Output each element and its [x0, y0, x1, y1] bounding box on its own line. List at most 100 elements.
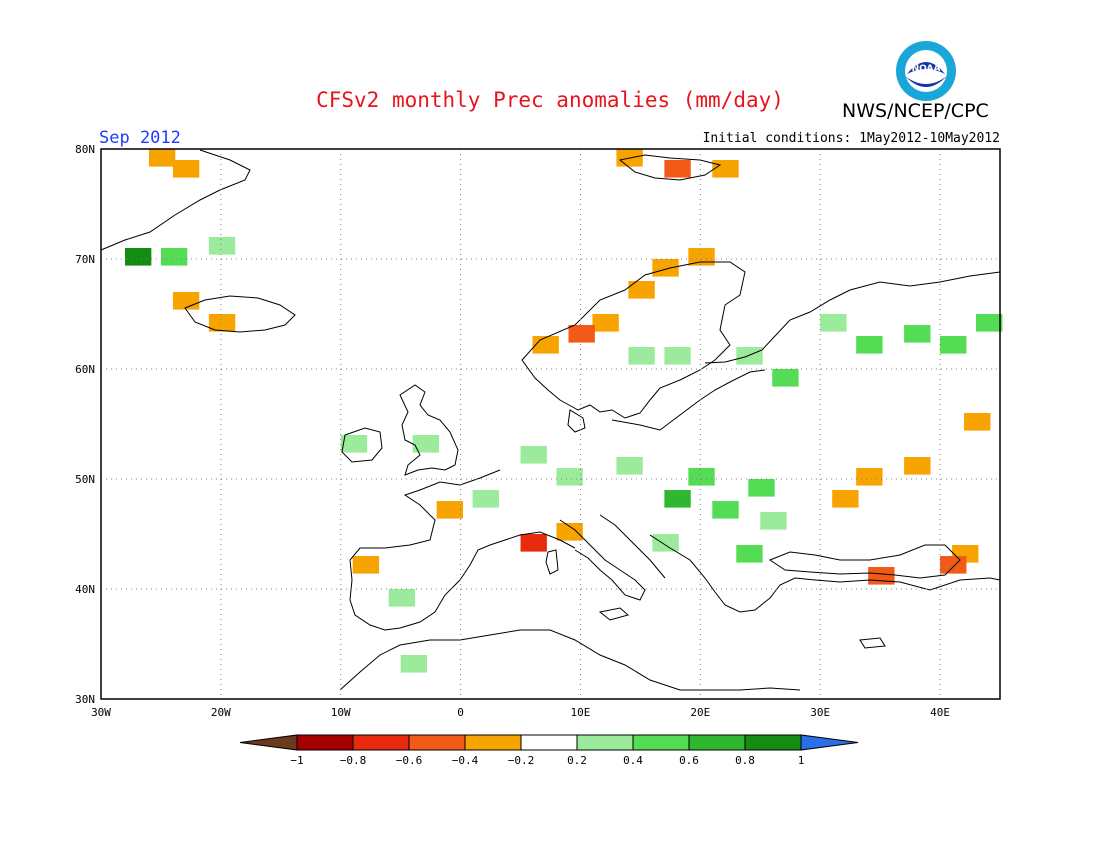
chart-title: CFSv2 monthly Prec anomalies (mm/day): [316, 88, 784, 112]
colorbar-low-triangle: [239, 734, 298, 751]
colorbar-label: 0.2: [567, 754, 587, 767]
anomaly-cell: [568, 325, 595, 343]
graticule: [101, 149, 1000, 699]
anomaly-cell: [352, 556, 380, 574]
britain-coast: [399, 384, 459, 476]
noaa-logo-icon: NOAA: [896, 41, 956, 101]
anomaly-cell: [520, 446, 547, 464]
lon-tick-label: 10W: [331, 706, 351, 719]
colorbar-swatch: [408, 734, 466, 751]
lat-tick-label: 70N: [75, 253, 95, 266]
sardinia-coast: [545, 549, 559, 575]
lon-tick-label: 10E: [571, 706, 591, 719]
anomaly-cell: [628, 347, 655, 365]
lon-tick-label: 0: [457, 706, 464, 719]
anomaly-cell: [652, 534, 679, 552]
anomaly-cell: [556, 523, 583, 541]
colorbar-swatch: [352, 734, 410, 751]
colorbar-label: −0.6: [396, 754, 423, 767]
lat-tick-label: 40N: [75, 583, 95, 596]
anomaly-cell: [940, 336, 967, 354]
colorbar-swatch: [632, 734, 690, 751]
anomaly-cell: [388, 589, 416, 607]
colorbar-label: 1: [798, 754, 805, 767]
balkan-coast: [649, 534, 1001, 613]
anomaly-cell: [124, 248, 152, 266]
axis-ticks: 30W 20W 10W 0 10E 20E 30E 40E 80N 70N 60N 50N 40N 30N: [75, 143, 950, 719]
lon-tick-label: 30E: [810, 706, 830, 719]
anomaly-cell: [532, 336, 559, 354]
anomaly-cell: [592, 314, 619, 332]
colorbar-label: −0.2: [508, 754, 535, 767]
lat-tick-label: 30N: [75, 693, 95, 706]
lon-tick-label: 30W: [91, 706, 111, 719]
colorbar-swatch: [296, 734, 354, 751]
anomaly-cell: [472, 490, 499, 508]
scandinavia-coast: [521, 261, 746, 419]
lat-tick-label: 60N: [75, 363, 95, 376]
anomaly-cell: [208, 237, 236, 255]
cyprus-coast: [859, 637, 886, 649]
colorbar-label: −0.4: [452, 754, 479, 767]
colorbar-swatch: [744, 734, 802, 751]
colorbar-swatch: [520, 734, 578, 751]
anomaly-cell: [664, 490, 691, 508]
lon-tick-label: 40E: [930, 706, 950, 719]
anomaly-cell: [940, 556, 967, 574]
colorbar-high-triangle: [800, 734, 859, 751]
target-month: Sep 2012: [99, 128, 181, 148]
anomaly-cell: [772, 369, 799, 387]
anomaly-cell: [652, 259, 679, 277]
anomaly-cell: [172, 160, 200, 178]
credit-label: NWS/NCEP/CPC: [842, 100, 989, 122]
map-background: [101, 149, 1000, 699]
anomaly-cell: [820, 314, 847, 332]
anomaly-cell: [172, 292, 200, 310]
anomaly-cell: [904, 457, 931, 475]
anomaly-cell: [688, 248, 715, 266]
anomaly-cell: [160, 248, 188, 266]
lat-tick-label: 80N: [75, 143, 95, 156]
anomaly-cell: [964, 413, 991, 431]
anomaly-cells: [124, 149, 1003, 673]
coastlines: [100, 149, 1001, 691]
anomaly-cell: [436, 501, 463, 519]
colorbar-label: 0.4: [623, 754, 643, 767]
greenland-coast: [100, 149, 251, 251]
lon-tick-label: 20W: [211, 706, 231, 719]
anomaly-cell: [712, 501, 739, 519]
anomaly-cell: [712, 160, 739, 178]
finland-coast: [704, 271, 1001, 364]
anomaly-cell: [736, 347, 763, 365]
anomaly-cell: [520, 534, 547, 552]
anomaly-cell: [856, 468, 883, 486]
colorbar-label: 0.8: [735, 754, 755, 767]
anomaly-cell: [856, 336, 883, 354]
anomaly-cell: [556, 468, 583, 486]
anomaly-cell: [748, 479, 775, 497]
anomaly-cell: [412, 435, 440, 453]
anomaly-cell: [868, 567, 895, 585]
anomaly-cell: [208, 314, 236, 332]
anomaly-cell: [832, 490, 859, 508]
colorbar-label: −0.8: [340, 754, 367, 767]
anomaly-cell: [736, 545, 763, 563]
sicily-coast: [598, 607, 630, 621]
colorbar-swatch: [464, 734, 522, 751]
colorbar-swatch: [688, 734, 746, 751]
colorbar-label: −1: [290, 754, 303, 767]
colorbar-swatch: [576, 734, 634, 751]
anomaly-cell: [340, 435, 368, 453]
lat-tick-label: 50N: [75, 473, 95, 486]
anomaly-cell: [760, 512, 787, 530]
anomaly-cell: [904, 325, 931, 343]
iceland-coast: [184, 295, 296, 333]
black-sea-coast: [768, 544, 961, 579]
anomaly-cell: [664, 347, 691, 365]
anomaly-cell: [628, 281, 655, 299]
north-africa-coast: [339, 629, 801, 691]
anomaly-cell: [616, 457, 643, 475]
anomaly-cell: [148, 149, 176, 167]
ireland-coast: [341, 427, 383, 463]
